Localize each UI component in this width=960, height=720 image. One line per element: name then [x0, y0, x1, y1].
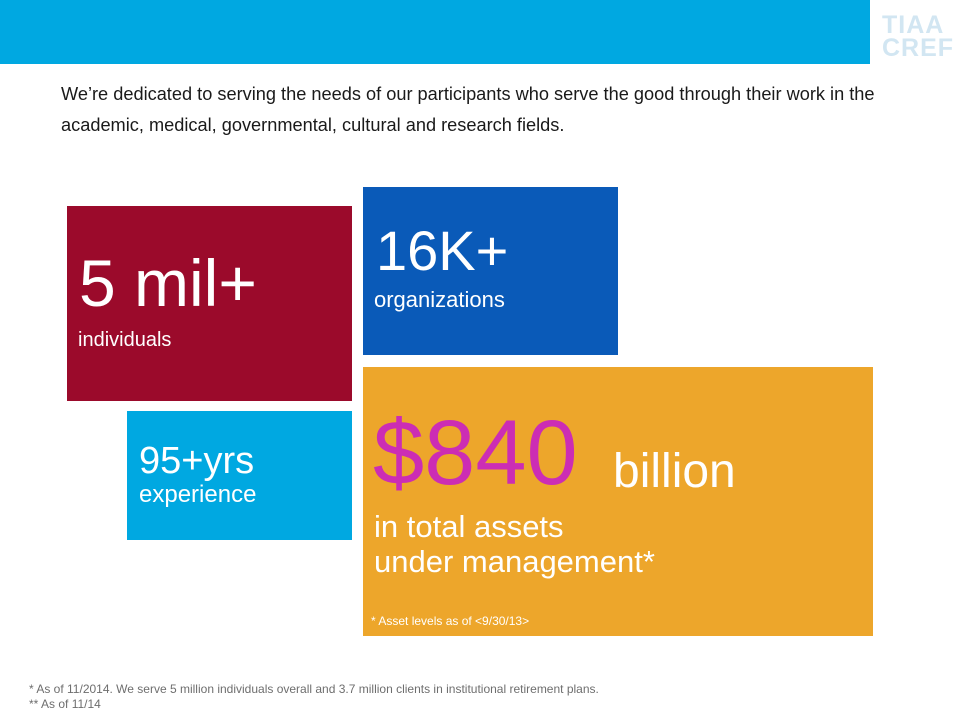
organizations-label: organizations — [374, 287, 505, 312]
header-bar — [0, 0, 870, 64]
assets-description: in total assets under management* — [374, 509, 655, 579]
individuals-label: individuals — [78, 329, 172, 351]
assets-tile: $840 billion in total assets under manag… — [363, 367, 873, 636]
logo-line-1: TIAA — [882, 14, 945, 39]
individuals-tile: 5 mil+ individuals — [67, 206, 352, 401]
experience-label: experience — [139, 481, 257, 508]
experience-tile: 95+yrs experience — [127, 411, 352, 540]
individuals-value: 5 mil+ — [79, 246, 257, 320]
organizations-tile: 16K+ organizations — [363, 187, 618, 355]
footnotes: * As of 11/2014. We serve 5 million indi… — [29, 682, 599, 711]
assets-description-line-1: in total assets — [374, 509, 564, 544]
logo-line-2: CREF — [882, 34, 955, 62]
experience-value: 95+yrs — [139, 440, 255, 482]
assets-value: $840 — [373, 402, 578, 504]
intro-text: We’re dedicated to serving the needs of … — [61, 84, 875, 135]
organizations-value: 16K+ — [376, 219, 509, 282]
footnote-2: ** As of 11/14 — [29, 696, 101, 711]
assets-description-line-2: under management* — [374, 544, 655, 579]
footnote-1: * As of 11/2014. We serve 5 million indi… — [29, 682, 599, 696]
tiaa-cref-logo: TIAA CREF — [882, 14, 960, 64]
assets-note: * Asset levels as of <9/30/13> — [371, 614, 530, 628]
assets-unit: billion — [613, 445, 736, 498]
